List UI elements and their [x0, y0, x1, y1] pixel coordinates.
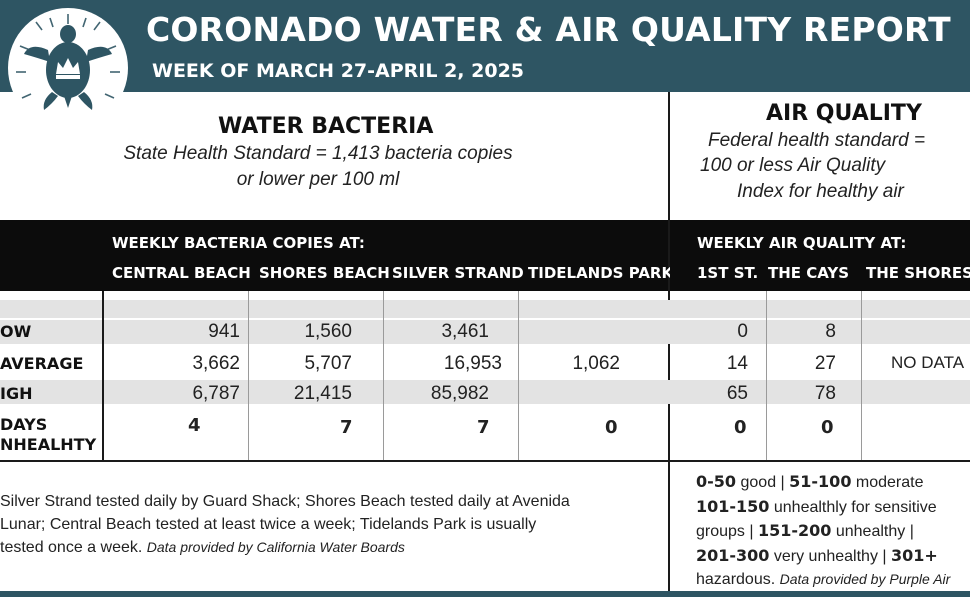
report-header: CORONADO WATER & AIR QUALITY REPORT WEEK…	[0, 0, 970, 92]
aqi-moderate-label: moderate	[851, 474, 924, 491]
col-the-cays: THE CAYS	[768, 264, 850, 282]
cell-days-1st: 0	[734, 417, 747, 438]
cell-days-tidelands: 0	[605, 417, 618, 438]
cell-low-silver: 3,461	[441, 321, 489, 342]
water-standard-line1: State Health Standard = 1,413 bacteria c…	[123, 143, 513, 164]
aqi-unhealthy-label: unhealthy |	[831, 523, 914, 540]
report-week: WEEK OF MARCH 27-APRIL 2, 2025	[152, 60, 525, 82]
aqi-line3: groups | 151-200 unhealthy |	[696, 519, 970, 544]
water-note-line1: Silver Strand tested daily by Guard Shac…	[0, 493, 570, 510]
cell-days-silver: 7	[477, 417, 490, 438]
label-column-rule	[102, 291, 104, 461]
col-the-shores: THE SHORES	[866, 264, 970, 282]
cell-avg-shores: 5,707	[304, 353, 352, 374]
cell-low-cays: 8	[825, 321, 836, 342]
col-1st-st: 1ST ST.	[697, 264, 759, 282]
table-bottom-rule	[0, 460, 970, 462]
row-spacer	[0, 300, 970, 318]
water-standard-line2: or lower per 100 ml	[236, 169, 400, 190]
air-standard-line3: Index for healthy air	[737, 181, 904, 202]
air-quality-heading: AIR QUALITY	[766, 101, 922, 126]
col-shores-beach: SHORES BEACH	[259, 264, 390, 282]
cell-avg-cays: 27	[814, 353, 836, 374]
aqi-very-label: very unhealthy |	[769, 547, 891, 565]
col-tidelands-park: TIDELANDS PARK	[528, 264, 674, 282]
col-central-beach: CENTRAL BEACH	[112, 264, 251, 282]
aqi-sensitive-label: unhealthly for sensitive	[769, 498, 937, 516]
cell-avg-central: 3,662	[192, 353, 240, 374]
cell-high-1st: 65	[726, 383, 748, 404]
cell-low-central: 941	[208, 321, 240, 342]
table-row-high	[0, 380, 970, 404]
cell-days-central: 4	[188, 415, 201, 436]
aqi-legend: 0-50 good | 51-100 moderate 101-150 unhe…	[696, 470, 970, 592]
air-data-source: Data provided by Purple Air	[779, 571, 951, 587]
col-rule	[248, 291, 249, 461]
aqi-good-range: 0-50	[696, 472, 737, 491]
air-standard-line2: 100 or less Air Quality	[700, 155, 886, 176]
row-label-average: AVERAGE	[0, 354, 84, 373]
water-data-source: Data provided by California Water Boards	[146, 539, 405, 555]
report-title: CORONADO WATER & AIR QUALITY REPORT	[146, 10, 951, 49]
table-row-low	[0, 320, 970, 344]
water-table-header: WEEKLY BACTERIA COPIES AT: CENTRAL BEACH…	[0, 220, 673, 291]
cell-days-cays: 0	[821, 417, 834, 438]
col-rule	[766, 291, 767, 461]
aqi-groups-label: groups |	[696, 523, 758, 540]
cell-avg-silver: 16,953	[443, 353, 502, 374]
bottom-bar	[0, 591, 970, 597]
cell-low-shores: 1,560	[304, 321, 352, 342]
row-gap	[0, 318, 970, 320]
cell-avg-tidelands: 1,062	[572, 353, 620, 374]
aqi-hazard-range: 301+	[891, 545, 938, 565]
cell-high-silver: 85,982	[430, 383, 489, 404]
cell-avg-the-shores: NO DATA	[891, 353, 965, 372]
cell-high-cays: 78	[814, 383, 836, 404]
row-label-high: IGH	[0, 384, 33, 403]
water-note-text: tested once a week.	[0, 539, 143, 556]
water-note-line2: Lunar; Central Beach tested at least twi…	[0, 516, 537, 533]
water-band-title: WEEKLY BACTERIA COPIES AT:	[112, 234, 365, 252]
aqi-good-label: good |	[736, 474, 790, 491]
row-label-days: DAYS	[0, 415, 48, 434]
aqi-hazard-label: hazardous.	[696, 571, 776, 588]
cell-low-1st: 0	[737, 321, 748, 342]
cell-high-central: 6,787	[192, 383, 240, 404]
aqi-line4: 201-300 very unhealthy | 301+	[696, 544, 970, 569]
air-standard-line1: Federal health standard =	[708, 130, 926, 151]
aqi-line1: 0-50 good | 51-100 moderate	[696, 470, 970, 495]
cell-days-shores: 7	[340, 417, 353, 438]
aqi-moderate-range: 51-100	[789, 472, 852, 491]
col-rule	[518, 291, 519, 461]
aqi-unhealthy-range: 151-200	[757, 521, 832, 540]
col-rule	[383, 291, 384, 461]
water-testing-note: Silver Strand tested daily by Guard Shac…	[0, 490, 660, 559]
air-table-header: WEEKLY AIR QUALITY AT: 1ST ST. THE CAYS …	[670, 220, 970, 291]
aqi-line2: 101-150 unhealthly for sensitive	[696, 495, 970, 520]
col-silver-strand: SILVER STRAND	[392, 264, 524, 282]
aqi-line5: hazardous. Data provided by Purple Air	[696, 568, 970, 592]
water-note-line3: tested once a week. Data provided by Cal…	[0, 536, 660, 559]
cell-avg-1st: 14	[726, 353, 748, 374]
row-label-low: OW	[0, 322, 32, 341]
aqi-sensitive-range: 101-150	[696, 496, 770, 516]
col-rule	[861, 291, 862, 461]
turtle-crown-logo-icon	[8, 8, 128, 128]
section-divider	[668, 92, 670, 597]
aqi-very-range: 201-300	[696, 545, 770, 565]
row-label-unhealthy: NHEALHTY	[0, 435, 97, 454]
cell-high-shores: 21,415	[293, 383, 352, 404]
air-band-title: WEEKLY AIR QUALITY AT:	[697, 234, 907, 252]
water-bacteria-heading: WATER BACTERIA	[218, 114, 434, 139]
